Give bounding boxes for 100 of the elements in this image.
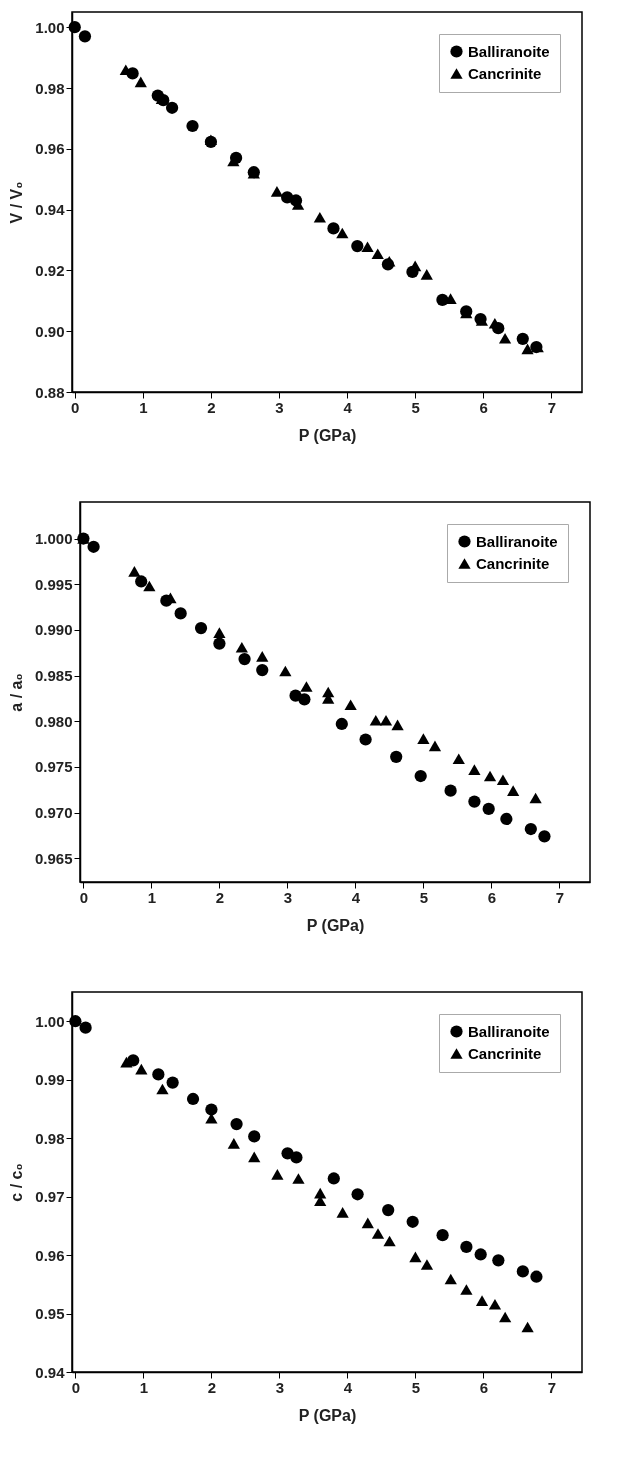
x-tick-label: 5 — [419, 888, 429, 906]
point — [78, 30, 92, 43]
y-tick-label: 0.98 — [35, 79, 65, 97]
point — [194, 621, 208, 635]
point — [409, 1251, 422, 1263]
legend-label: Balliranoite — [468, 42, 550, 60]
point — [152, 1068, 165, 1081]
point — [420, 1259, 434, 1270]
point — [359, 733, 372, 746]
legend-label: Cancrinite — [468, 1044, 542, 1062]
y-axis-title: V / V₀ — [8, 181, 26, 224]
y-tick-label: 0.90 — [35, 322, 65, 340]
point — [460, 1240, 473, 1253]
point — [256, 651, 269, 662]
point — [516, 332, 529, 345]
point — [165, 101, 179, 114]
point — [87, 540, 100, 553]
point — [238, 653, 251, 666]
legend-label: Balliranoite — [468, 1022, 550, 1040]
point — [336, 1207, 349, 1218]
point — [128, 566, 141, 577]
point — [436, 1229, 449, 1242]
x-tick-label: 2 — [215, 888, 225, 906]
x-tick-label: 4 — [351, 888, 361, 906]
point — [327, 222, 340, 235]
point — [530, 1270, 543, 1283]
point — [235, 641, 248, 653]
point — [500, 812, 513, 826]
point — [361, 1217, 374, 1229]
x-tick-label: 3 — [283, 888, 293, 906]
x-tick-label: 0 — [71, 398, 80, 416]
point — [507, 785, 520, 796]
point — [382, 1203, 395, 1217]
y-tick-label: 0.965 — [34, 849, 73, 867]
point — [498, 332, 512, 344]
point — [143, 580, 156, 592]
point — [444, 784, 457, 797]
x-tick-label: 1 — [139, 398, 148, 416]
point — [135, 575, 148, 588]
point — [271, 1169, 284, 1180]
x-tick-label: 0 — [79, 888, 89, 906]
point — [135, 1063, 148, 1075]
y-tick-label: 1.00 — [35, 18, 65, 36]
point — [68, 21, 81, 34]
point — [488, 1298, 502, 1310]
x-tick-label: 4 — [343, 1378, 353, 1396]
point — [270, 186, 284, 197]
point — [186, 119, 199, 133]
point — [538, 830, 551, 843]
point — [327, 1172, 340, 1185]
y-tick-label: 0.980 — [34, 712, 73, 730]
point — [69, 1015, 82, 1028]
x-tick-label: 5 — [411, 398, 420, 416]
y-tick-label: 0.985 — [34, 667, 73, 685]
point — [468, 795, 481, 808]
y-tick-label: 0.99 — [35, 1071, 65, 1089]
point — [292, 1173, 305, 1184]
legend-label: Cancrinite — [476, 554, 550, 572]
x-tick-label: 2 — [207, 398, 216, 416]
x-axis-title: P (GPa) — [306, 916, 365, 934]
point — [492, 1254, 505, 1267]
x-tick-label: 0 — [71, 1378, 81, 1396]
point — [248, 1130, 261, 1143]
point — [524, 822, 537, 836]
point — [475, 1295, 489, 1306]
x-tick-label: 3 — [275, 398, 284, 416]
point — [482, 802, 495, 816]
point — [474, 1248, 487, 1261]
y-tick-label: 0.98 — [35, 1129, 65, 1147]
y-tick-label: 0.95 — [35, 1305, 65, 1323]
point — [279, 665, 292, 677]
point — [230, 1118, 243, 1131]
y-tick-label: 0.96 — [35, 140, 65, 158]
point — [213, 627, 226, 638]
point — [336, 227, 349, 239]
y-axis-title: c / c₀ — [8, 1163, 26, 1202]
point — [444, 1273, 457, 1285]
point — [391, 719, 404, 731]
point — [205, 1103, 218, 1116]
point — [351, 1188, 364, 1201]
x-axis-title: P (GPa) — [298, 1406, 357, 1424]
y-tick-label: 0.94 — [35, 1363, 66, 1381]
point — [414, 769, 427, 783]
point — [516, 1265, 529, 1278]
point — [406, 1215, 419, 1228]
x-tick-label: 1 — [139, 1378, 149, 1396]
point — [227, 1138, 240, 1149]
point — [496, 774, 510, 785]
point — [79, 1021, 92, 1034]
y-axis-title: a / a₀ — [7, 673, 25, 712]
point — [452, 753, 465, 764]
x-tick-label: 4 — [343, 398, 353, 416]
point — [351, 239, 364, 253]
point — [499, 1311, 512, 1323]
y-tick-label: 0.970 — [34, 804, 73, 822]
point — [186, 1092, 200, 1106]
point — [521, 1321, 534, 1333]
x-tick-label: 1 — [147, 888, 157, 906]
y-tick-label: 0.990 — [34, 621, 73, 639]
point — [529, 792, 542, 804]
